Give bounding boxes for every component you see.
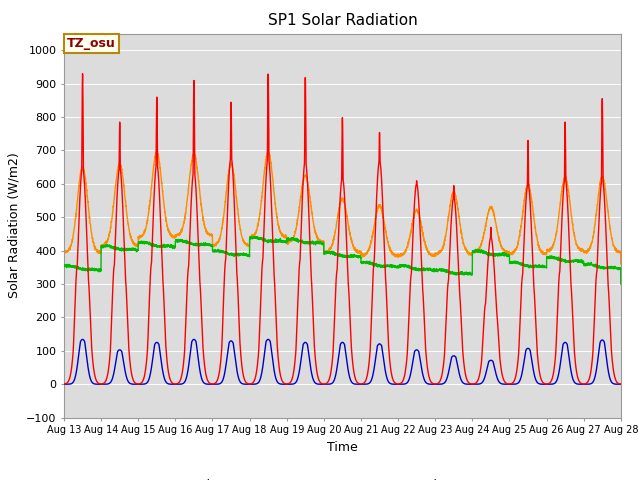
Text: TZ_osu: TZ_osu: [67, 37, 116, 50]
Title: SP1 Solar Radiation: SP1 Solar Radiation: [268, 13, 417, 28]
Y-axis label: Solar Radiation (W/m2): Solar Radiation (W/m2): [8, 153, 20, 299]
Legend: sp1_SWin, sp1_SWout, sp1_LWin, sp1_LWout: sp1_SWin, sp1_SWout, sp1_LWin, sp1_LWout: [118, 474, 566, 480]
X-axis label: Time: Time: [327, 441, 358, 454]
